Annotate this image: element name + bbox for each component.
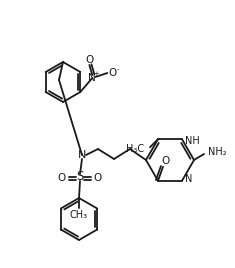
Text: O: O bbox=[58, 173, 66, 183]
Text: O: O bbox=[94, 173, 102, 183]
Text: NH₂: NH₂ bbox=[208, 147, 227, 157]
Text: S: S bbox=[76, 170, 84, 184]
Text: -: - bbox=[117, 66, 120, 72]
Text: O: O bbox=[85, 55, 94, 65]
Text: CH₃: CH₃ bbox=[70, 210, 88, 220]
Text: O: O bbox=[108, 68, 117, 78]
Text: +: + bbox=[93, 71, 99, 77]
Text: N: N bbox=[88, 73, 96, 83]
Text: H₃C: H₃C bbox=[126, 144, 144, 154]
Text: N: N bbox=[78, 150, 86, 160]
Text: O: O bbox=[161, 156, 169, 166]
Text: N: N bbox=[185, 174, 192, 184]
Text: NH: NH bbox=[185, 136, 200, 146]
